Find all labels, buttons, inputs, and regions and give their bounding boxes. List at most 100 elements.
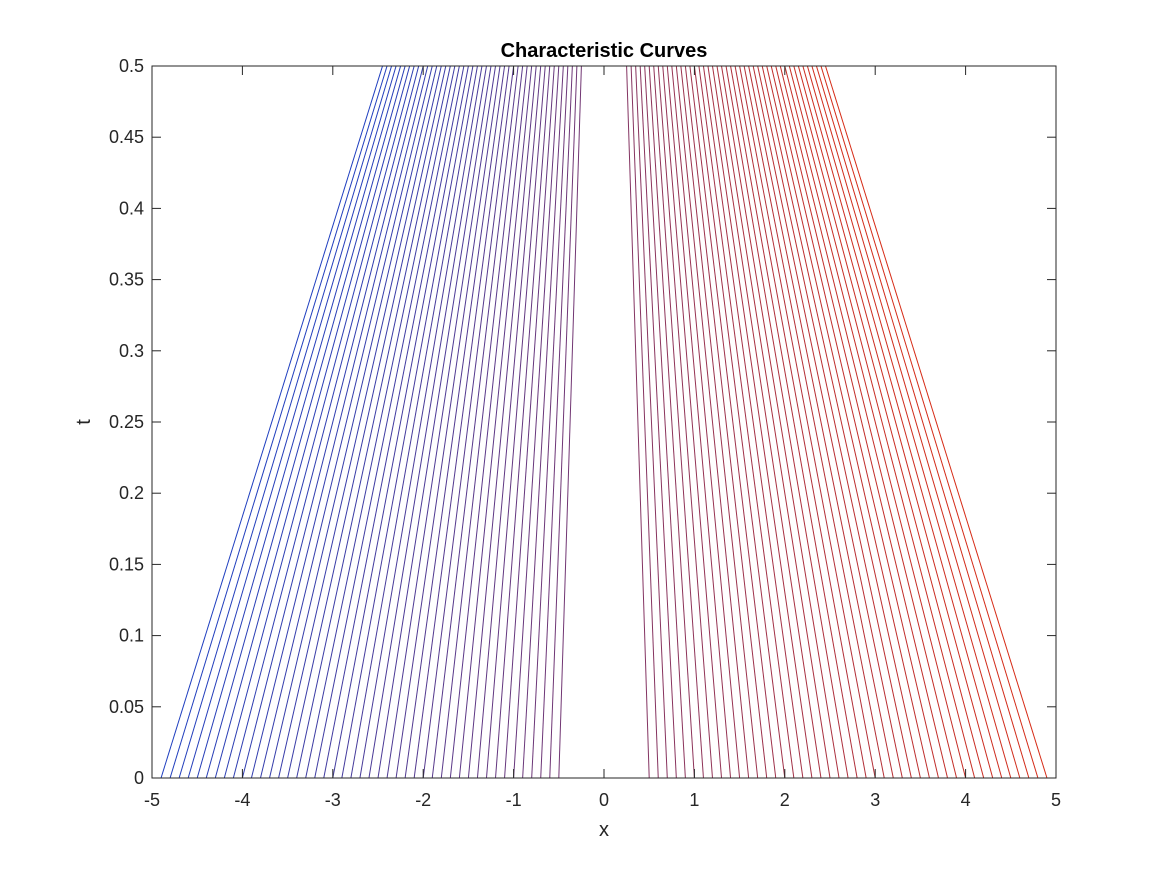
y-tick-label: 0.25 <box>109 412 144 432</box>
characteristic-line <box>698 66 795 778</box>
characteristic-line <box>476 66 542 778</box>
characteristic-line <box>739 66 876 778</box>
characteristic-line <box>671 66 741 778</box>
x-tick-label: -3 <box>325 790 341 810</box>
characteristic-line <box>287 66 447 778</box>
characteristic-line <box>635 66 668 778</box>
characteristic-line <box>716 66 831 778</box>
characteristic-line <box>522 66 564 778</box>
characteristic-line <box>305 66 456 778</box>
characteristic-line <box>160 66 383 778</box>
characteristic-line <box>779 66 958 778</box>
characteristic-line <box>675 66 750 778</box>
characteristic-line <box>314 66 460 778</box>
y-tick-label: 0.15 <box>109 554 144 574</box>
characteristic-line <box>178 66 393 778</box>
y-tick-label: 0.4 <box>119 198 144 218</box>
characteristic-line <box>730 66 858 778</box>
characteristic-line <box>707 66 813 778</box>
x-tick-label: 0 <box>599 790 609 810</box>
characteristic-line <box>458 66 533 778</box>
characteristic-line <box>802 66 1003 778</box>
characteristic-line <box>341 66 474 778</box>
characteristic-line <box>531 66 569 778</box>
y-tick-label: 0.2 <box>119 483 144 503</box>
characteristic-line <box>666 66 732 778</box>
characteristic-line <box>752 66 903 778</box>
x-tick-label: -2 <box>415 790 431 810</box>
x-tick-label: -4 <box>234 790 250 810</box>
characteristic-line <box>734 66 867 778</box>
characteristic-line <box>549 66 578 778</box>
characteristic-line <box>377 66 492 778</box>
plot-background <box>152 66 1056 778</box>
characteristic-line <box>766 66 930 778</box>
characteristic-line <box>214 66 411 778</box>
characteristic-line <box>644 66 686 778</box>
characteristic-line <box>440 66 524 778</box>
characteristic-line <box>648 66 695 778</box>
chart-title: Characteristic Curves <box>501 40 708 62</box>
y-tick-label: 0.5 <box>119 56 144 76</box>
plot-frame <box>151 65 1057 779</box>
characteristic-line <box>395 66 501 778</box>
characteristic-line <box>196 66 402 778</box>
characteristic-line <box>504 66 555 778</box>
characteristic-line <box>784 66 967 778</box>
characteristic-line <box>467 66 537 778</box>
characteristic-line <box>815 66 1030 778</box>
characteristic-line <box>684 66 768 778</box>
characteristic-line <box>797 66 994 778</box>
characteristic-line <box>278 66 442 778</box>
characteristic-line <box>743 66 885 778</box>
characteristic-line <box>332 66 469 778</box>
characteristic-line <box>404 66 506 778</box>
x-tick-label: 3 <box>870 790 880 810</box>
characteristic-line <box>558 66 582 778</box>
characteristic-line <box>296 66 451 778</box>
x-tick-label: -1 <box>506 790 522 810</box>
characteristic-line <box>368 66 487 778</box>
characteristic-line <box>359 66 483 778</box>
characteristic-line <box>806 66 1012 778</box>
characteristic-line <box>540 66 573 778</box>
characteristic-line <box>761 66 921 778</box>
characteristic-line <box>689 66 777 778</box>
characteristic-line <box>657 66 713 778</box>
characteristic-line <box>680 66 759 778</box>
characteristic-line <box>269 66 438 778</box>
x-tick-label: 1 <box>689 790 699 810</box>
characteristic-line <box>205 66 406 778</box>
characteristic-line <box>725 66 849 778</box>
characteristic-line <box>702 66 804 778</box>
characteristic-line <box>775 66 949 778</box>
characteristic-line <box>449 66 528 778</box>
characteristic-line <box>788 66 976 778</box>
characteristic-line <box>626 66 650 778</box>
characteristic-line <box>721 66 840 778</box>
y-tick-label: 0.45 <box>109 127 144 147</box>
characteristic-line <box>386 66 497 778</box>
y-tick-label: 0.05 <box>109 697 144 717</box>
characteristic-line <box>232 66 420 778</box>
characteristic-line <box>630 66 659 778</box>
characteristic-line <box>662 66 723 778</box>
characteristic-line <box>323 66 465 778</box>
x-axis-label: x <box>599 819 609 841</box>
characteristic-line <box>485 66 546 778</box>
x-tick-label: -5 <box>144 790 160 810</box>
characteristic-line <box>187 66 397 778</box>
characteristic-line <box>757 66 912 778</box>
x-tick-label: 2 <box>780 790 790 810</box>
characteristic-line <box>711 66 822 778</box>
characteristic-line <box>639 66 677 778</box>
y-tick-label: 0 <box>134 768 144 788</box>
characteristic-line <box>422 66 515 778</box>
characteristic-line <box>241 66 424 778</box>
characteristic-line <box>653 66 704 778</box>
characteristic-line <box>259 66 433 778</box>
characteristic-line <box>820 66 1039 778</box>
characteristic-line <box>350 66 478 778</box>
characteristic-line <box>693 66 786 778</box>
